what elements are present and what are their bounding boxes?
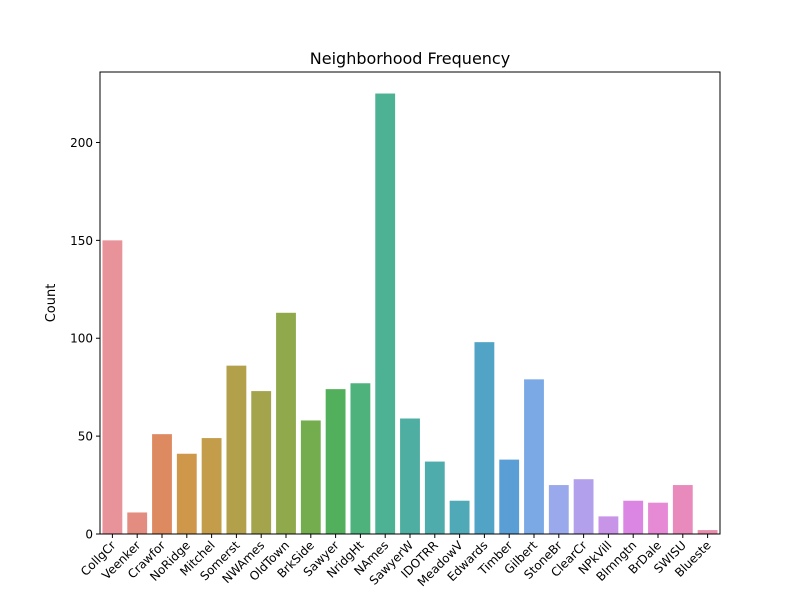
bar-brkside: [300, 420, 321, 534]
bars-group: [102, 93, 718, 535]
plot-area-frame: [99, 71, 721, 535]
bar-sawyerw: [400, 418, 420, 534]
bar-oldtown: [276, 312, 296, 534]
bar-somerst: [226, 365, 247, 534]
bar-sawyer: [325, 389, 346, 534]
bar-npkvill: [598, 516, 619, 534]
bar-idotrr: [424, 461, 445, 534]
bar-nridght: [350, 383, 371, 534]
bar-timber: [499, 459, 520, 534]
bar-stonebr: [548, 485, 569, 534]
y-tick-label: 50: [78, 430, 93, 444]
bar-mitchel: [201, 438, 222, 534]
bar-blmngtn: [623, 500, 644, 534]
bar-edwards: [474, 342, 495, 534]
bar-brdale: [648, 502, 668, 534]
bar-names: [375, 93, 396, 534]
bar-nwames: [251, 391, 272, 534]
bar-crawfor: [152, 434, 172, 534]
bar-swisu: [672, 485, 693, 534]
bar-veenker: [127, 512, 148, 534]
bar-meadowv: [449, 500, 470, 534]
y-axis-label: Count: [44, 284, 59, 323]
bar-noridge: [176, 453, 197, 534]
chart-title: Neighborhood Frequency: [310, 49, 510, 68]
bar-gilbert: [524, 379, 544, 534]
y-axis: 0 50 100 150 200: [70, 136, 100, 542]
y-tick-label: 200: [70, 136, 93, 150]
y-tick-label: 150: [70, 234, 93, 248]
y-tick-label: 0: [85, 528, 93, 542]
y-tick-label: 100: [70, 332, 93, 346]
bar-blueste: [697, 530, 718, 534]
bar-clearcr: [573, 479, 594, 534]
bar-collgcr: [102, 240, 123, 535]
